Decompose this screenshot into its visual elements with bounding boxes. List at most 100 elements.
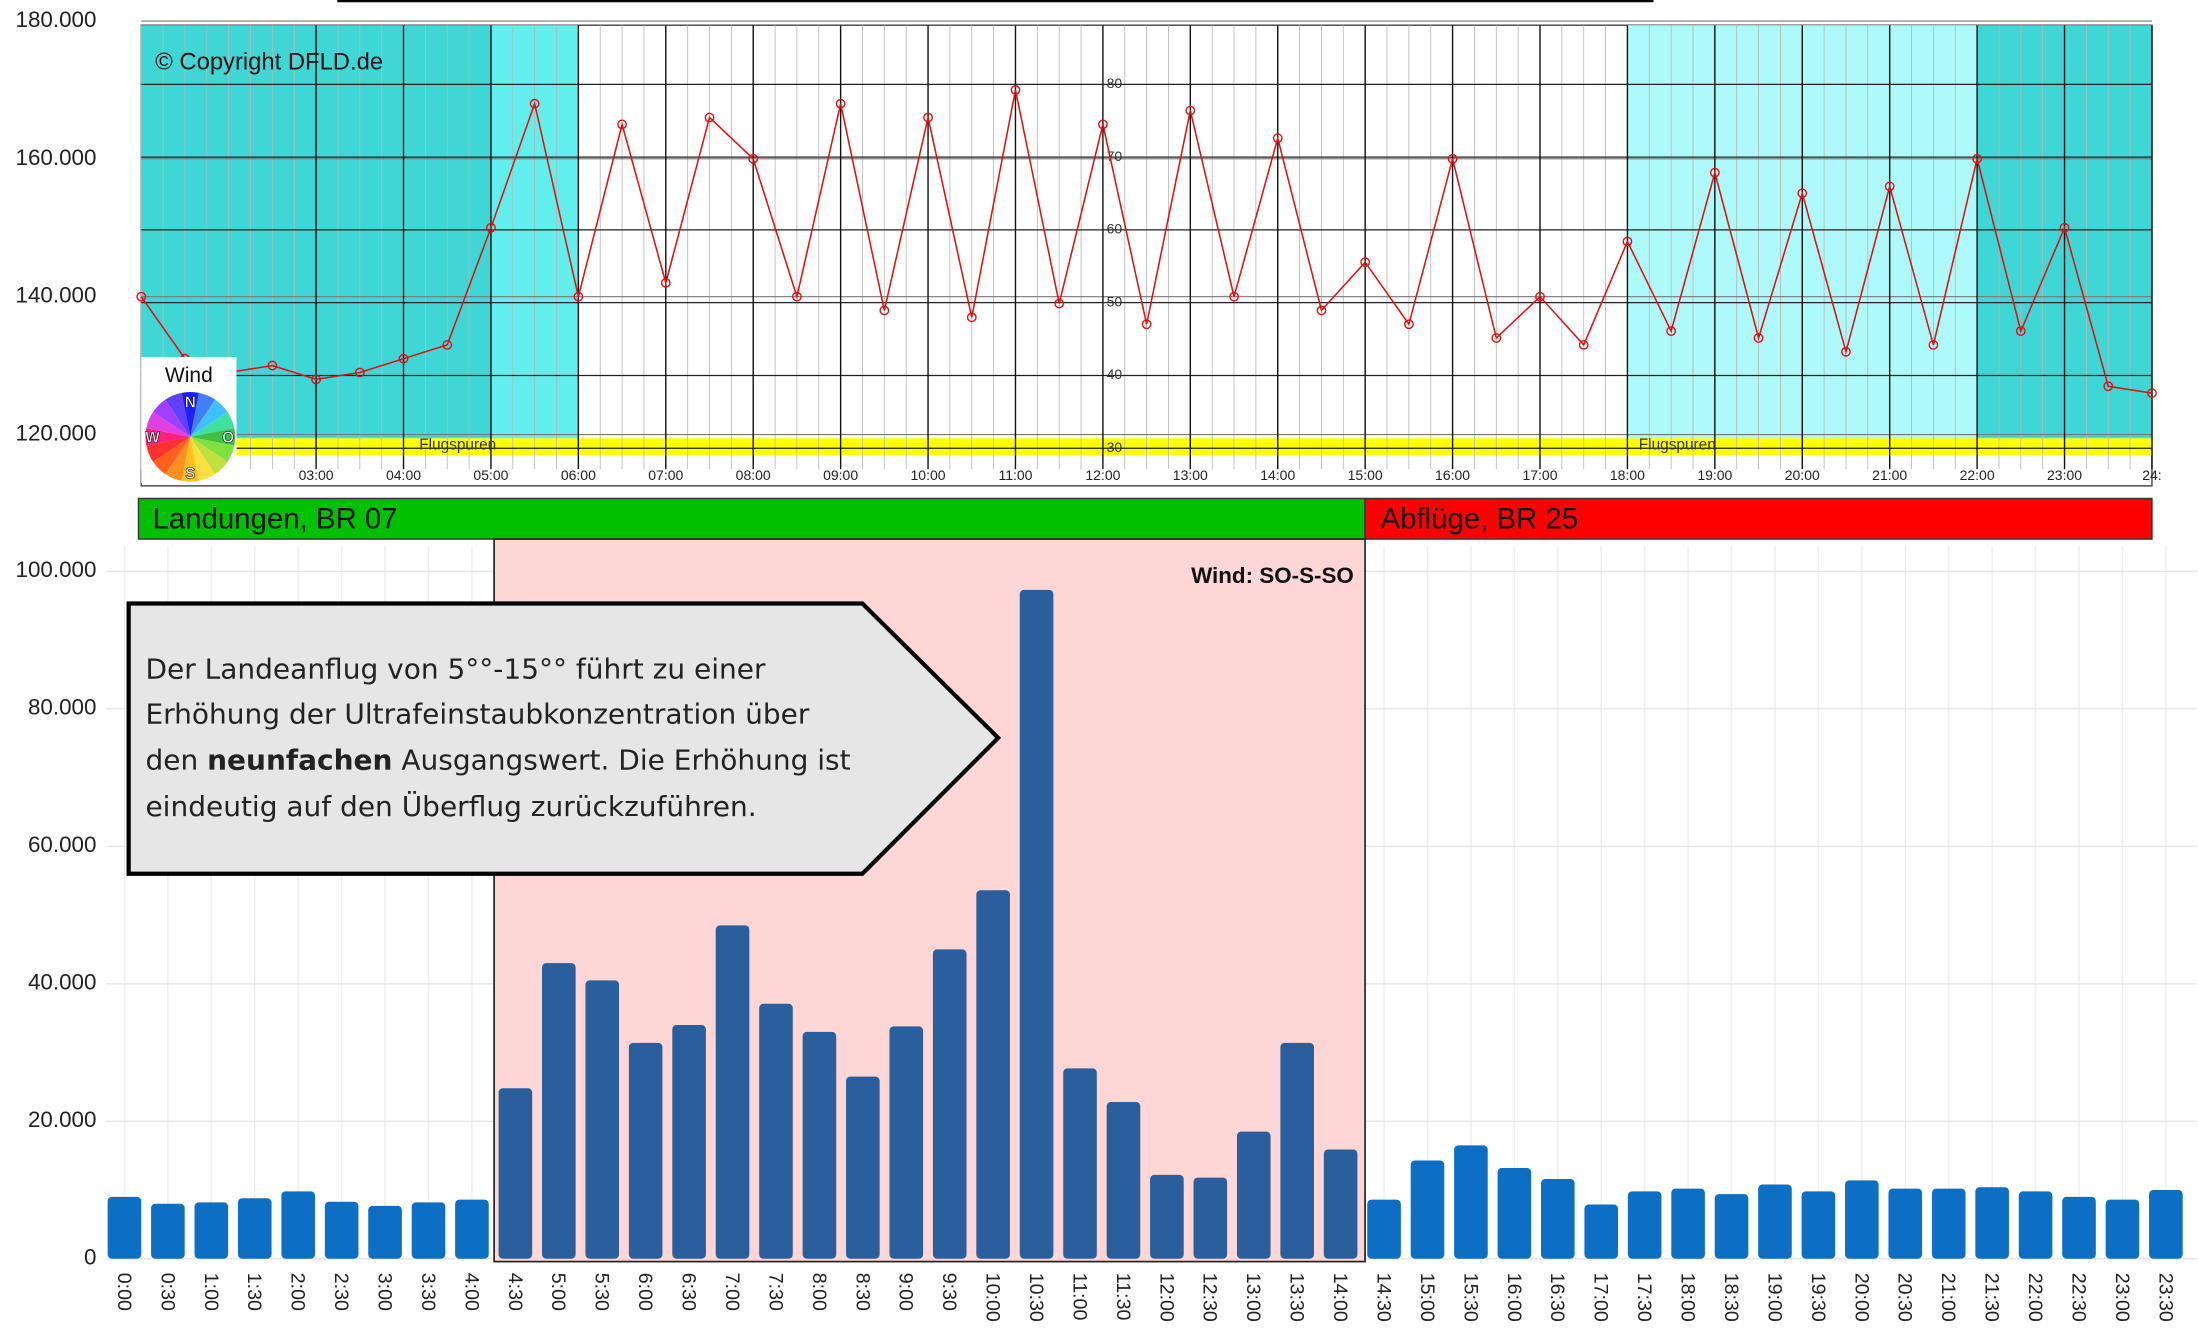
x-tick-label: 15:00 (1348, 467, 1383, 483)
x-tick-label: 3:30 (417, 1273, 439, 1311)
data-point (1360, 257, 1371, 268)
data-point (704, 112, 715, 123)
data-point (1272, 133, 1283, 144)
wind-slice (165, 392, 191, 437)
bar (455, 1199, 489, 1259)
bar (1454, 1145, 1488, 1259)
bar (1931, 1188, 1966, 1259)
data-point (1097, 119, 1108, 130)
bar (932, 949, 967, 1259)
wind-slice (190, 436, 216, 481)
bar (1323, 1149, 1358, 1259)
x-tick-label: 17:30 (1633, 1273, 1655, 1322)
bar (151, 1203, 185, 1259)
data-point (2103, 381, 2114, 392)
x-tick-label: 7:00 (721, 1273, 743, 1311)
x-tick-label: 23:00 (2047, 467, 2082, 483)
wind-slice (145, 428, 191, 446)
x-tick-label: 12:00 (1155, 1273, 1177, 1322)
x-tick-label: 13:00 (1242, 1273, 1264, 1322)
x-tick-label: 17:00 (1522, 467, 1557, 483)
data-point (1054, 298, 1065, 309)
bar (1540, 1179, 1575, 1259)
data-point (354, 367, 365, 378)
x-tick-label: 15:00 (1416, 1273, 1438, 1322)
data-point (136, 291, 147, 302)
bar (1671, 1188, 1705, 1259)
y2-tick-label: 40 (1107, 366, 1123, 382)
data-point (617, 119, 627, 130)
bar (1627, 1191, 1662, 1259)
y-tick-label: 40.000 (28, 970, 96, 995)
wind-slice (190, 436, 235, 462)
data-point (1753, 333, 1764, 343)
data-point (2015, 326, 2026, 337)
wind-slice (146, 411, 191, 437)
data-point (1884, 181, 1895, 192)
x-tick-label: 6:30 (678, 1273, 700, 1311)
zone (137, 497, 1366, 540)
wind-slice (146, 436, 191, 462)
y-tick-label: 100.000 (16, 557, 97, 582)
x-tick-label: 3:00 (373, 1273, 395, 1311)
annotation: Wind: SO-S-SO (1191, 563, 1354, 588)
data-point (1666, 326, 1677, 337)
wind-slice (165, 436, 191, 481)
x-tick-label: 14:00 (1329, 1273, 1351, 1322)
data-point (792, 291, 802, 302)
data-point (398, 353, 409, 364)
callout-text: Erhöhung der Ultrafeinstaubkonzentration… (145, 698, 809, 731)
x-tick-label: 23:30 (2154, 1273, 2176, 1322)
bar (1584, 1204, 1619, 1259)
x-tick-label: 03:00 (299, 467, 334, 483)
bar (1063, 1068, 1097, 1259)
wind-title: Wind (165, 364, 213, 387)
y-tick-label: 120.000 (16, 420, 97, 445)
bar (715, 925, 750, 1259)
wind-slice (153, 399, 191, 437)
annotation: Flugspuren (419, 436, 496, 453)
callout-text: den (145, 744, 207, 777)
x-tick-label: 1:00 (200, 1273, 222, 1311)
x-tick-label: 9:30 (938, 1273, 960, 1311)
wind-label: O (222, 429, 234, 446)
bar (1714, 1194, 1749, 1259)
data-point (923, 112, 933, 123)
x-tick-label: 20:30 (1894, 1273, 1916, 1322)
bar (1888, 1188, 1923, 1259)
x-tick-label: 16:00 (1435, 467, 1470, 483)
bar (1150, 1174, 1184, 1259)
x-tick-label: 21:00 (1937, 1273, 1959, 1322)
bar (1280, 1042, 1314, 1259)
data-point (1797, 188, 1808, 199)
bar (672, 1025, 706, 1259)
wind-label: W (145, 429, 160, 446)
bar (2149, 1190, 2183, 1259)
x-tick-label: 10:30 (1025, 1273, 1047, 1322)
data-point (442, 340, 453, 350)
x-tick-label: 22:30 (2067, 1273, 2089, 1322)
x-tick-label: 23:00 (2111, 1273, 2133, 1322)
x-tick-label: 11:00 (1068, 1273, 1090, 1321)
data-point (311, 374, 322, 385)
bar (1019, 589, 1054, 1259)
x-tick-label: 5:30 (591, 1273, 613, 1311)
x-tick-label: 20:00 (1850, 1273, 1872, 1322)
y2-tick-label: 80 (1107, 75, 1123, 91)
x-tick-label: 22:00 (1960, 467, 1995, 483)
bar (1801, 1191, 1836, 1259)
x-tick-label: 16:00 (1503, 1273, 1525, 1322)
x-tick-label: 22:00 (2024, 1273, 2046, 1322)
wind-slice (181, 392, 200, 437)
callout-box (126, 601, 1002, 876)
data-point (1972, 153, 1983, 164)
data-point (1229, 291, 1239, 302)
bar (1367, 1199, 1401, 1259)
wind-slice (181, 436, 200, 482)
x-tick-label: 12:00 (1085, 467, 1120, 483)
x-tick-label: 12:30 (1199, 1273, 1221, 1322)
data-point (1447, 153, 1458, 164)
x-tick-label: 6:00 (634, 1273, 656, 1311)
x-tick-label: 18:30 (1720, 1273, 1742, 1322)
data-point (529, 98, 540, 109)
